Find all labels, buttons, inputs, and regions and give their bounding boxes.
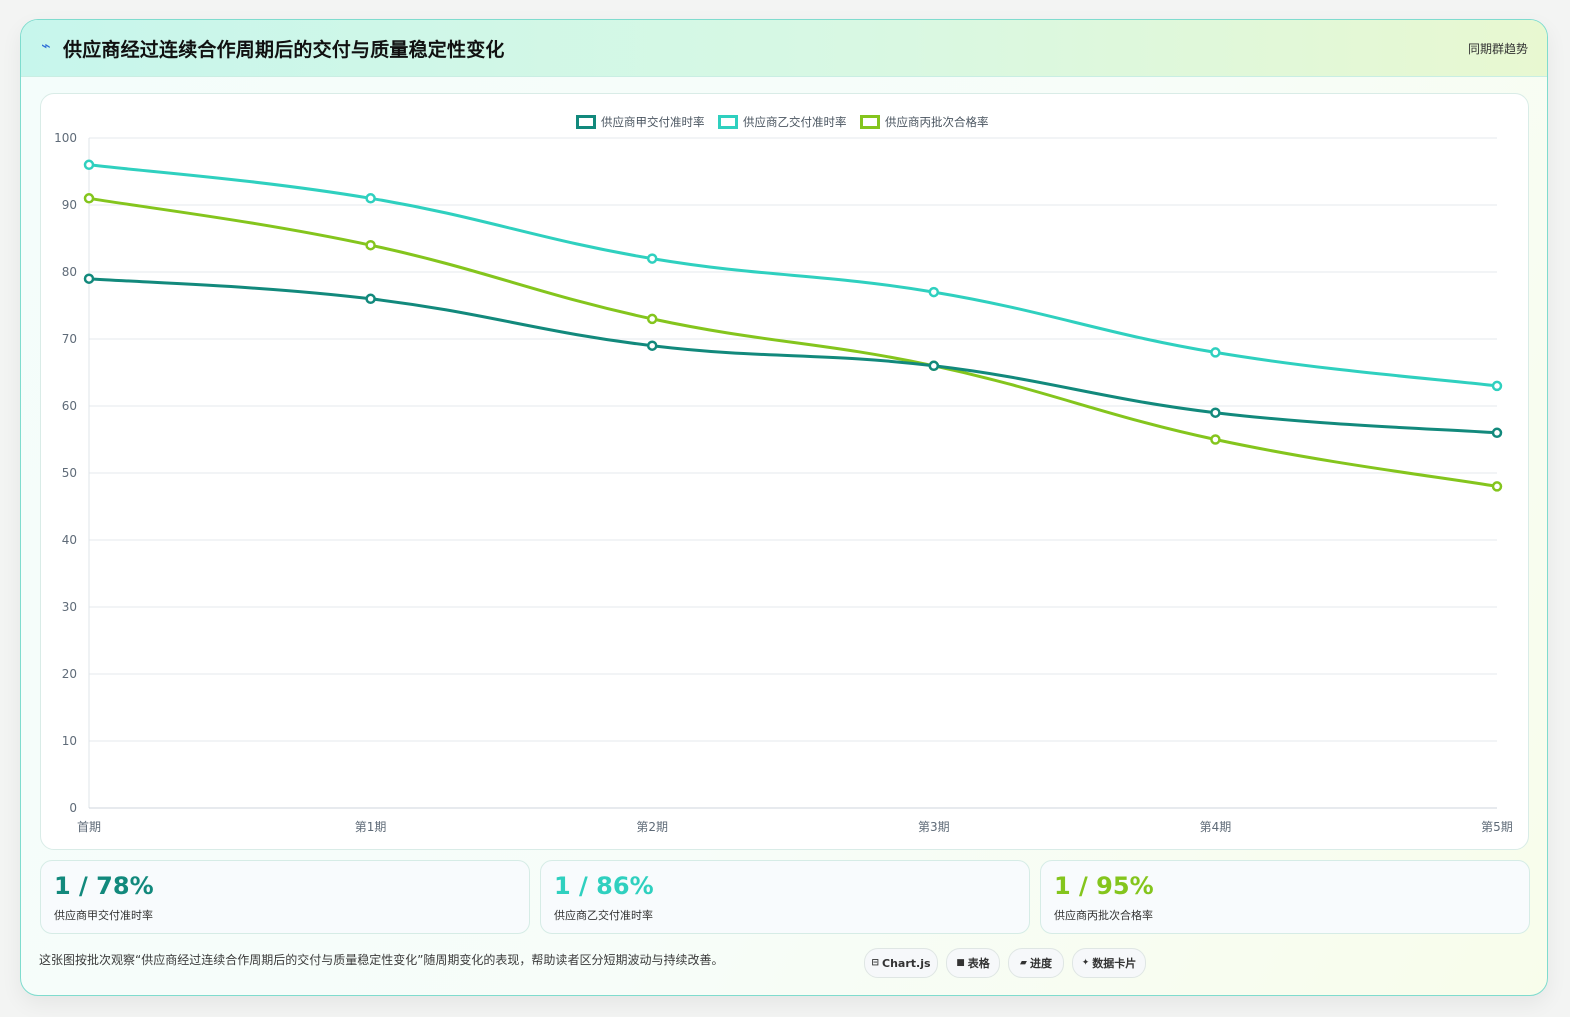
y-tick-label: 30 — [62, 600, 77, 614]
stat-value: 1 / 95% — [1054, 872, 1154, 900]
data-point — [83, 193, 95, 204]
legend-label: 供应商甲交付准时率 — [601, 115, 705, 129]
chip-label: 表格 — [967, 957, 990, 970]
y-tick-label: 70 — [62, 332, 77, 346]
series-line — [87, 196, 1499, 488]
y-tick-label: 100 — [54, 131, 77, 145]
lightning-icon: ⌁ — [41, 36, 51, 55]
y-tick-label: 40 — [62, 533, 77, 547]
data-point — [1491, 481, 1503, 492]
stat-card-a: 1 / 78% 供应商甲交付准时率 — [40, 860, 530, 934]
y-tick-label: 90 — [62, 198, 77, 212]
chip-data-card[interactable]: ✦ 数据卡片 — [1072, 948, 1146, 978]
data-point — [646, 313, 658, 325]
footer-note: 这张图按批次观察“供应商经过连续合作周期后的交付与质量稳定性变化”随周期变化的表… — [39, 953, 724, 967]
progress-icon: ▰ — [1020, 958, 1027, 968]
data-point — [365, 293, 376, 305]
chip-progress[interactable]: ▰ 进度 — [1008, 948, 1064, 978]
data-point — [646, 340, 658, 351]
stat-value: 1 / 86% — [554, 872, 654, 900]
page-title: 供应商经过连续合作周期后的交付与质量稳定性变化 — [63, 39, 505, 61]
x-tick-label: 第5期 — [1481, 820, 1513, 834]
card-header: ⌁ 供应商经过连续合作周期后的交付与质量稳定性变化 同期群趋势 — [21, 20, 1547, 77]
stat-label: 供应商丙批次合格率 — [1054, 909, 1153, 922]
legend-label: 供应商丙批次合格率 — [885, 115, 989, 129]
stat-card-c: 1 / 95% 供应商丙批次合格率 — [1040, 860, 1530, 934]
cohort-trend-tag: 同期群趋势 — [1467, 42, 1528, 56]
x-tick-label: 第2期 — [636, 820, 668, 834]
chip-label: 数据卡片 — [1092, 957, 1137, 970]
legend-swatch — [860, 115, 880, 129]
y-tick-label: 50 — [62, 466, 77, 480]
data-point — [928, 360, 940, 372]
legend-label: 供应商乙交付准时率 — [743, 115, 847, 129]
data-point — [1210, 347, 1221, 358]
x-tick-label: 首期 — [77, 820, 101, 834]
y-tick-label: 20 — [62, 667, 77, 681]
line-chart: 0 10 20 30 40 50 60 70 80 90 100 首期 第1期 第2期 第3期 第4期 第5期 供… — [54, 115, 1513, 834]
data-point — [1491, 427, 1503, 439]
stat-label: 供应商甲交付准时率 — [54, 909, 153, 922]
chart-icon: ⊟ — [871, 958, 880, 968]
x-tick-label: 第4期 — [1200, 820, 1232, 834]
data-point — [365, 239, 376, 251]
data-point — [365, 193, 376, 204]
x-tick-label: 第3期 — [918, 820, 950, 834]
chip-label: 进度 — [1029, 957, 1052, 970]
chip-table[interactable]: ■ 表格 — [946, 948, 1000, 978]
series-line — [87, 277, 1499, 435]
data-point — [83, 159, 95, 171]
data-point — [1210, 407, 1221, 418]
chart-card: ⌁ 供应商经过连续合作周期后的交付与质量稳定性变化 同期群趋势 0 10 20 30 4… — [20, 19, 1548, 996]
y-tick-label: 80 — [62, 265, 77, 279]
legend-swatch — [718, 115, 738, 129]
data-point — [1210, 434, 1221, 445]
series-line — [87, 163, 1499, 388]
stat-label: 供应商乙交付准时率 — [554, 909, 653, 922]
y-tick-label: 60 — [62, 399, 77, 413]
y-tick-label: 0 — [69, 801, 77, 815]
chart-area: 0 10 20 30 40 50 60 70 80 90 100 首期 第1期 第2期 第3期 第4期 第5期 供… — [40, 93, 1529, 850]
table-icon: ■ — [956, 958, 965, 968]
data-point — [83, 273, 95, 284]
chip-label: Chart.js — [882, 956, 931, 970]
y-tick-label: 10 — [62, 734, 77, 748]
stat-value: 1 / 78% — [54, 872, 154, 900]
sparkle-icon: ✦ — [1081, 958, 1090, 968]
chip-chartjs[interactable]: ⊟ Chart.js — [864, 948, 938, 978]
data-point — [928, 286, 940, 298]
stat-card-b: 1 / 86% 供应商乙交付准时率 — [540, 860, 1030, 934]
legend-swatch — [576, 115, 596, 129]
data-point — [646, 253, 658, 264]
data-point — [1491, 380, 1503, 392]
x-tick-label: 第1期 — [355, 820, 387, 834]
